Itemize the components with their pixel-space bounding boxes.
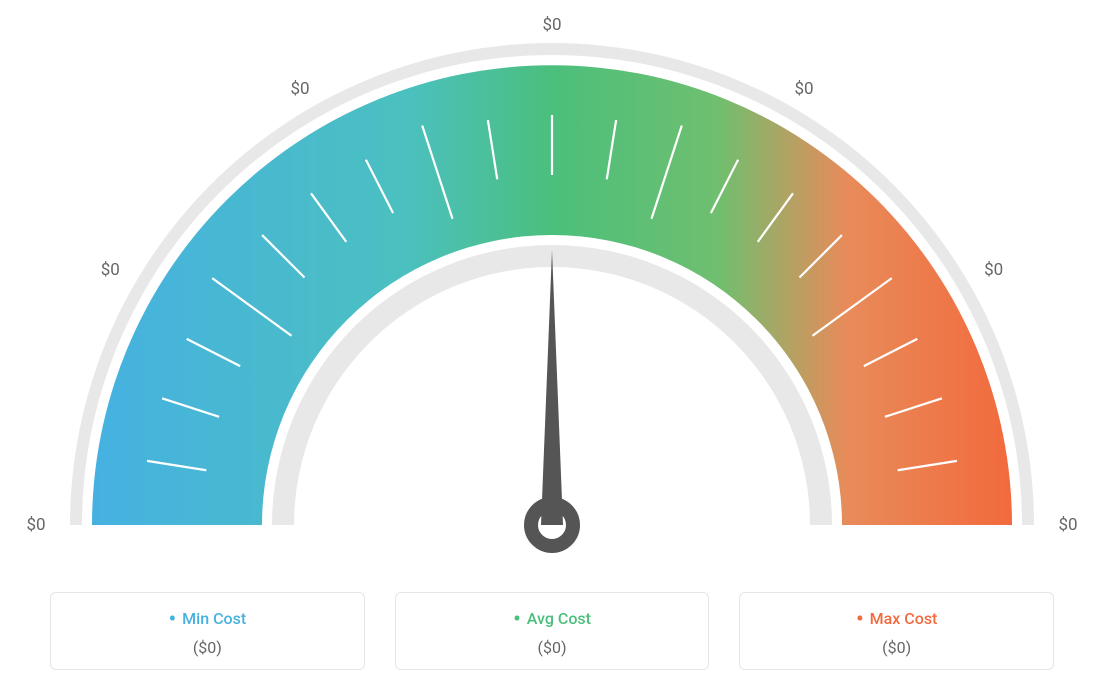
gauge-scale-label: $0 xyxy=(1058,515,1077,535)
legend-value-min: ($0) xyxy=(51,638,364,657)
legend-row: Min Cost ($0) Avg Cost ($0) Max Cost ($0… xyxy=(0,592,1104,670)
gauge-scale-label: $0 xyxy=(984,260,1003,280)
legend-card-min: Min Cost ($0) xyxy=(50,592,365,670)
gauge-svg xyxy=(0,0,1104,560)
legend-value-avg: ($0) xyxy=(396,638,709,657)
legend-card-max: Max Cost ($0) xyxy=(739,592,1054,670)
gauge-scale-label: $0 xyxy=(542,15,561,35)
legend-card-avg: Avg Cost ($0) xyxy=(395,592,710,670)
gauge-scale-label: $0 xyxy=(794,79,813,99)
legend-value-max: ($0) xyxy=(740,638,1053,657)
gauge-container: $0 $0 $0 $0 $0 $0 $0 xyxy=(0,0,1104,560)
legend-title-min: Min Cost xyxy=(51,607,364,632)
legend-title-max: Max Cost xyxy=(740,607,1053,632)
gauge-scale-label: $0 xyxy=(290,79,309,99)
legend-title-avg: Avg Cost xyxy=(396,607,709,632)
gauge-scale-label: $0 xyxy=(101,260,120,280)
gauge-scale-label: $0 xyxy=(26,515,45,535)
